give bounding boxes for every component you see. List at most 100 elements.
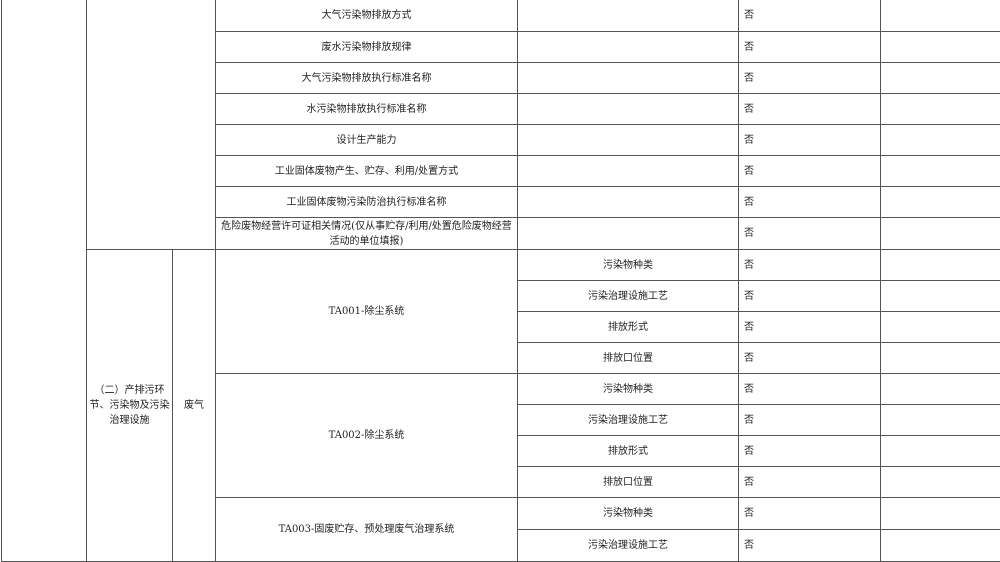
system-item-text: 排放形式 — [608, 321, 648, 333]
status-cell-text: 否 — [744, 134, 754, 146]
system-name: TA003-固废贮存、预处理废气治理系统 — [215, 497, 518, 562]
section-column — [1, 0, 87, 562]
system-name: TA002-除尘系统 — [215, 373, 518, 498]
status-cell-text: 否 — [744, 290, 754, 302]
system-name-text: TA002-除尘系统 — [328, 430, 405, 441]
item-cell-text: 设计生产能力 — [336, 134, 397, 146]
status-cell: 否 — [738, 249, 881, 281]
system-item-text: 污染物种类 — [603, 383, 653, 395]
remark-cell — [880, 62, 1000, 94]
remark-cell — [880, 280, 1000, 312]
detail-cell — [517, 62, 739, 94]
remark-cell — [880, 155, 1000, 187]
status-cell: 否 — [738, 93, 881, 125]
status-cell: 否 — [738, 529, 881, 562]
status-cell: 否 — [738, 31, 881, 63]
status-cell-text: 否 — [744, 72, 754, 84]
section2-title: （二）产排污环节、污染物及污染治理设施 — [86, 249, 173, 562]
system-item-text: 污染治理设施工艺 — [588, 290, 668, 302]
status-cell: 否 — [738, 404, 881, 436]
status-cell: 否 — [738, 217, 881, 250]
status-cell-text: 否 — [744, 540, 754, 551]
system-item-text: 排放口位置 — [603, 476, 653, 488]
status-cell-text: 否 — [744, 445, 754, 457]
detail-cell — [517, 31, 739, 63]
system-item-text: 污染物种类 — [603, 508, 653, 519]
status-cell: 否 — [738, 373, 881, 405]
system-item: 污染物种类 — [517, 249, 739, 281]
status-cell: 否 — [738, 497, 881, 530]
detail-cell — [517, 124, 739, 156]
status-cell: 否 — [738, 155, 881, 187]
system-name-text: TA001-除尘系统 — [328, 306, 405, 317]
status-cell-text: 否 — [744, 321, 754, 333]
item-cell: 危险废物经营许可证相关情况(仅从事贮存/利用/处置危险废物经营活动的单位填报) — [215, 217, 518, 250]
status-cell-text: 否 — [744, 196, 754, 208]
status-cell-text: 否 — [744, 352, 754, 364]
system-item: 污染物种类 — [517, 373, 739, 405]
item-cell-text: 大气污染物排放方式 — [321, 10, 412, 21]
status-cell: 否 — [738, 124, 881, 156]
remark-cell — [880, 124, 1000, 156]
item-cell-text: 大气污染物排放执行标准名称 — [301, 72, 432, 84]
remark-cell — [880, 466, 1000, 498]
detail-cell — [517, 0, 739, 32]
status-cell-text: 否 — [744, 41, 754, 53]
remark-cell — [880, 404, 1000, 436]
system-item-text: 污染治理设施工艺 — [588, 414, 668, 426]
status-cell: 否 — [738, 466, 881, 498]
status-cell-text: 否 — [744, 414, 754, 426]
remark-cell — [880, 373, 1000, 405]
status-cell-text: 否 — [744, 259, 754, 271]
status-cell: 否 — [738, 0, 881, 32]
system-item-text: 排放口位置 — [603, 352, 653, 364]
detail-cell — [517, 155, 739, 187]
section1-group-cell — [86, 0, 216, 250]
remark-cell — [880, 93, 1000, 125]
item-cell: 大气污染物排放方式 — [215, 0, 518, 32]
system-item: 污染治理设施工艺 — [517, 280, 739, 312]
system-item-text: 排放形式 — [608, 445, 648, 457]
remark-cell — [880, 342, 1000, 374]
status-cell: 否 — [738, 280, 881, 312]
item-cell: 大气污染物排放执行标准名称 — [215, 62, 518, 94]
item-cell-text: 工业固体废物产生、贮存、利用/处置方式 — [274, 165, 459, 177]
item-cell-text: 水污染物排放执行标准名称 — [306, 103, 427, 115]
status-cell: 否 — [738, 62, 881, 94]
system-item: 污染治理设施工艺 — [517, 404, 739, 436]
status-cell: 否 — [738, 435, 881, 467]
system-name-text: TA003-固废贮存、预处理废气治理系统 — [278, 524, 455, 535]
item-cell-text: 工业固体废物污染防治执行标准名称 — [286, 196, 447, 208]
status-cell-text: 否 — [744, 508, 754, 519]
remark-cell — [880, 311, 1000, 343]
system-item-text: 污染物种类 — [603, 259, 653, 271]
system-item: 排放口位置 — [517, 466, 739, 498]
system-item: 排放形式 — [517, 435, 739, 467]
item-cell: 水污染物排放执行标准名称 — [215, 93, 518, 125]
item-cell: 设计生产能力 — [215, 124, 518, 156]
system-item-text: 污染治理设施工艺 — [588, 540, 668, 551]
item-cell: 废水污染物排放规律 — [215, 31, 518, 63]
remark-cell — [880, 217, 1000, 250]
section2-category-text: 废气 — [184, 400, 204, 411]
remark-cell — [880, 0, 1000, 32]
status-cell-text: 否 — [744, 10, 754, 21]
system-item: 污染物种类 — [517, 497, 739, 530]
detail-cell — [517, 217, 739, 250]
item-cell: 工业固体废物产生、贮存、利用/处置方式 — [215, 155, 518, 187]
system-name: TA001-除尘系统 — [215, 249, 518, 374]
status-cell: 否 — [738, 311, 881, 343]
item-cell-text: 危险废物经营许可证相关情况(仅从事贮存/利用/处置危险废物经营活动的单位填报) — [221, 220, 512, 247]
item-cell: 工业固体废物污染防治执行标准名称 — [215, 186, 518, 218]
system-item: 排放形式 — [517, 311, 739, 343]
status-cell-text: 否 — [744, 228, 754, 239]
system-item: 排放口位置 — [517, 342, 739, 374]
status-cell: 否 — [738, 342, 881, 374]
status-cell-text: 否 — [744, 476, 754, 488]
remark-cell — [880, 529, 1000, 562]
section2-title-text: （二）产排污环节、污染物及污染治理设施 — [89, 385, 170, 426]
remark-cell — [880, 186, 1000, 218]
remark-cell — [880, 497, 1000, 530]
remark-cell — [880, 249, 1000, 281]
status-cell-text: 否 — [744, 165, 754, 177]
